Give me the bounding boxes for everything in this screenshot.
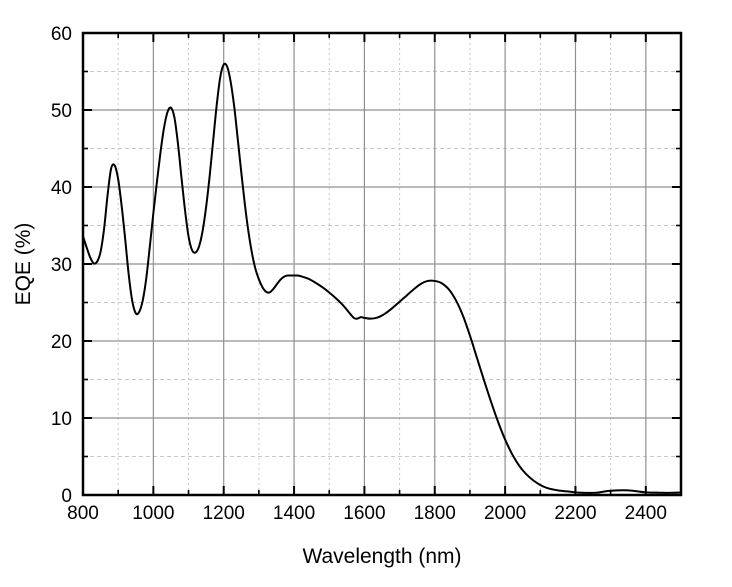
x-tick-label: 2200	[554, 503, 596, 524]
x-tick-label: 1800	[414, 503, 456, 524]
axis-tick-marks	[82, 32, 682, 496]
y-tick-label: 0	[61, 486, 72, 507]
y-tick-label: 50	[51, 101, 72, 122]
y-tick-label: 40	[51, 178, 72, 199]
x-tick-label: 2400	[625, 503, 667, 524]
x-tick-label: 1600	[343, 503, 385, 524]
x-tick-label: 1000	[132, 503, 174, 524]
data-series-group	[82, 62, 682, 494]
y-tick-label: 60	[51, 24, 72, 45]
x-tick-label: 1400	[273, 503, 315, 524]
x-tick-label: 800	[67, 503, 99, 524]
x-tick-label: 1200	[203, 503, 245, 524]
y-tick-label: 10	[51, 409, 72, 430]
eqe-data-line	[82, 62, 682, 494]
y-tick-label: 20	[51, 332, 72, 353]
x-axis-tick-labels: 800 1000 1200 1400 1600 1800 2000 2200 2400	[67, 503, 667, 524]
y-axis-title: EQE (%)	[12, 223, 35, 306]
y-axis-tick-labels: 0 10 20 30 40 50 60	[51, 24, 72, 507]
x-axis-title: Wavelength (nm)	[302, 545, 461, 568]
x-tick-label: 2000	[484, 503, 526, 524]
y-tick-label: 30	[51, 255, 72, 276]
